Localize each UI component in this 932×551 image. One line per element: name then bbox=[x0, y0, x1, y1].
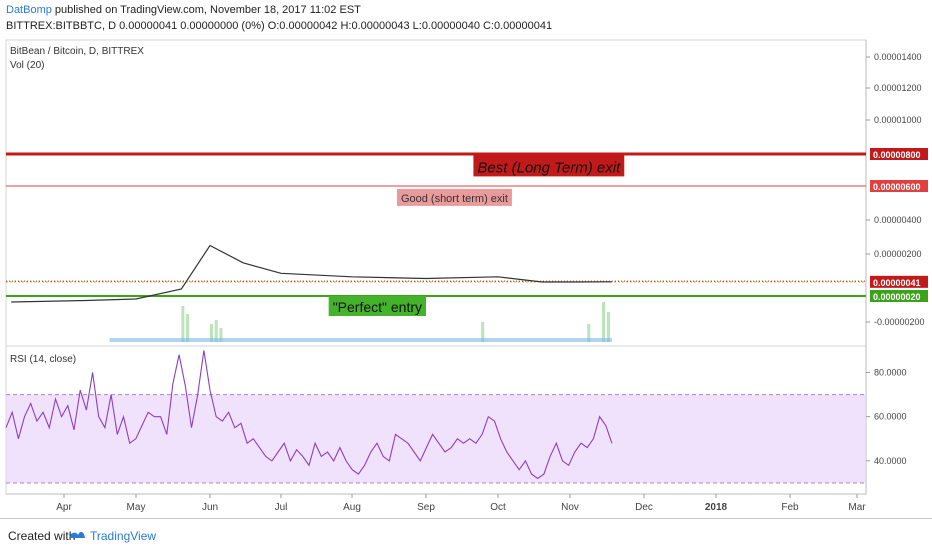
rsi-y-tick-label: 60.0000 bbox=[874, 412, 907, 422]
chart-header: DatBomp published on TradingView.com, No… bbox=[4, 0, 928, 36]
chart-canvas[interactable]: BitBean / Bitcoin, D, BITTREX Vol (20) 0.0… bbox=[0, 36, 932, 518]
price-y-tick-label: 0.00001400 bbox=[874, 52, 922, 62]
rsi-title: RSI (14, close) bbox=[10, 354, 76, 365]
x-tick-label: Sep bbox=[417, 502, 435, 513]
publish-info: published on TradingView.com, November 1… bbox=[54, 4, 361, 16]
x-tick-label: Jul bbox=[275, 502, 288, 513]
price-y-tick-label: 0.00000200 bbox=[874, 249, 922, 259]
price-y-tick-label: 0.00000400 bbox=[874, 215, 922, 225]
price-label: 0.00000041 bbox=[873, 278, 921, 288]
annotation-box bbox=[328, 296, 426, 316]
rsi-series-line bbox=[5, 350, 613, 480]
volume-bar bbox=[181, 306, 185, 342]
created-with-text: Created with bbox=[8, 529, 76, 543]
price-y-tick-label: 0.00001200 bbox=[874, 83, 922, 93]
annotation-box bbox=[473, 155, 625, 177]
price-label-box bbox=[870, 148, 928, 160]
symbol-line: BITTREX:BITBBTC, D 0.00000041 0.00000000… bbox=[6, 20, 553, 32]
annotation-text: Best (Long Term) exit bbox=[477, 159, 621, 176]
volume-ma-area bbox=[109, 338, 612, 342]
annotation-text: Good (short term) exit bbox=[401, 193, 508, 205]
volume-bar bbox=[587, 324, 591, 342]
price-y-tick-label: 0.00001000 bbox=[874, 115, 922, 125]
x-tick-label: Dec bbox=[635, 502, 653, 513]
annotation-box bbox=[396, 188, 512, 206]
x-tick-label: Aug bbox=[343, 502, 361, 513]
tradingview-logo-icon bbox=[69, 531, 85, 538]
volume-bar bbox=[214, 320, 218, 342]
price-chart-title: BitBean / Bitcoin, D, BITTREX bbox=[10, 46, 144, 57]
x-tick-label: Oct bbox=[490, 502, 506, 513]
rsi-y-tick-label: 80.0000 bbox=[874, 368, 907, 378]
volume-bar bbox=[602, 302, 606, 342]
price-y-tick-label: -0.00000200 bbox=[874, 317, 925, 327]
annotation-text: "Perfect" entry bbox=[333, 299, 422, 315]
x-tick-label: May bbox=[127, 502, 146, 513]
price-label-box bbox=[870, 290, 928, 302]
rsi-y-tick-label: 40.0000 bbox=[874, 456, 907, 466]
x-tick-label: Nov bbox=[561, 502, 579, 513]
price-label-box bbox=[870, 275, 928, 288]
price-label-box bbox=[870, 180, 928, 192]
price-series-line bbox=[11, 244, 612, 303]
price-label: 0.00000600 bbox=[873, 182, 921, 192]
volume-bar bbox=[481, 322, 485, 342]
tradingview-brand-link[interactable]: TradingView bbox=[90, 529, 157, 543]
volume-subtitle: Vol (20) bbox=[10, 60, 44, 71]
x-tick-label: Jun bbox=[202, 502, 218, 513]
x-tick-label: 2018 bbox=[705, 502, 728, 513]
volume-bar bbox=[219, 328, 223, 342]
volume-bar bbox=[607, 312, 610, 342]
footer: Created with TradingView bbox=[0, 518, 932, 551]
x-tick-label: Mar bbox=[848, 502, 866, 513]
volume-bar bbox=[210, 324, 213, 342]
price-label: 0.00000020 bbox=[873, 292, 921, 302]
x-tick-label: Feb bbox=[781, 502, 799, 513]
publish-line: DatBomp published on TradingView.com, No… bbox=[6, 4, 361, 16]
author-link[interactable]: DatBomp bbox=[6, 4, 52, 16]
x-tick-label: Apr bbox=[56, 502, 72, 513]
chart-area[interactable]: BitBean / Bitcoin, D, BITTREX Vol (20) 0.0… bbox=[0, 36, 932, 518]
volume-bar bbox=[186, 314, 190, 342]
price-label: 0.00000800 bbox=[873, 150, 921, 160]
